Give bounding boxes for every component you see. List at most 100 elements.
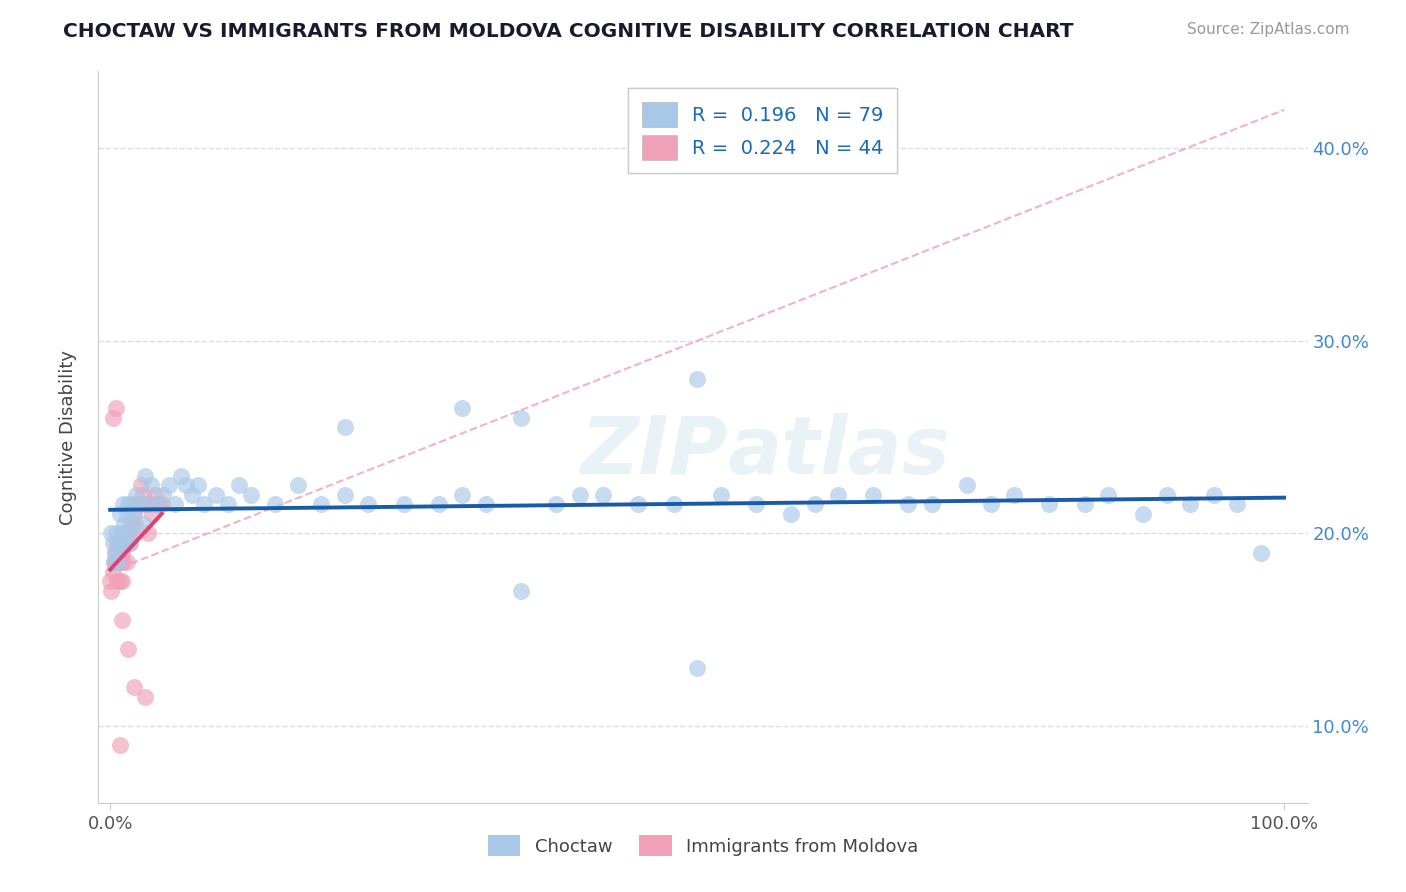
Point [150, 498, 173, 512]
Point [122, 507, 145, 521]
Text: Source: ZipAtlas.com: Source: ZipAtlas.com [1187, 22, 1350, 37]
Point [124, 516, 146, 531]
Point [204, 488, 226, 502]
Point [228, 478, 250, 492]
Point [98, 574, 121, 589]
Point [104, 545, 127, 559]
Point [1226, 498, 1249, 512]
Point [686, 372, 709, 386]
Point [105, 536, 128, 550]
Point [122, 507, 145, 521]
Point [105, 526, 128, 541]
Point [100, 526, 122, 541]
Text: ZIP: ZIP [579, 413, 727, 491]
Point [980, 498, 1002, 512]
Point [921, 498, 943, 512]
Point [108, 574, 131, 589]
Point [1180, 498, 1202, 512]
Point [181, 488, 204, 502]
Legend: Choctaw, Immigrants from Moldova: Choctaw, Immigrants from Moldova [478, 826, 928, 865]
Point [101, 565, 124, 579]
Point [427, 498, 450, 512]
Point [103, 555, 125, 569]
Point [187, 478, 209, 492]
Point [118, 526, 141, 541]
Point [141, 478, 163, 492]
Point [128, 498, 150, 512]
Point [125, 498, 148, 512]
Point [108, 507, 131, 521]
Point [1202, 488, 1225, 502]
Point [745, 498, 768, 512]
Point [108, 536, 131, 550]
Point [1156, 488, 1178, 502]
Point [115, 507, 138, 521]
Point [111, 545, 134, 559]
Point [803, 498, 825, 512]
Point [240, 488, 263, 502]
Point [132, 488, 155, 502]
Point [546, 498, 568, 512]
Point [627, 498, 650, 512]
Point [117, 498, 139, 512]
Point [141, 507, 163, 521]
Point [1250, 545, 1272, 559]
Point [114, 536, 136, 550]
Point [112, 555, 135, 569]
Point [568, 488, 591, 502]
Point [105, 574, 128, 589]
Point [956, 478, 979, 492]
Point [1073, 498, 1095, 512]
Point [115, 555, 138, 569]
Point [132, 516, 155, 531]
Point [1002, 488, 1025, 502]
Point [827, 488, 849, 502]
Point [451, 488, 474, 502]
Point [121, 516, 143, 531]
Point [134, 498, 156, 512]
Point [101, 536, 124, 550]
Point [107, 555, 129, 569]
Point [112, 498, 135, 512]
Point [146, 498, 169, 512]
Text: CHOCTAW VS IMMIGRANTS FROM MOLDOVA COGNITIVE DISABILITY CORRELATION CHART: CHOCTAW VS IMMIGRANTS FROM MOLDOVA COGNI… [63, 22, 1074, 41]
Point [100, 584, 122, 599]
Point [193, 498, 215, 512]
Point [110, 536, 132, 550]
Point [105, 555, 128, 569]
Legend: R =  0.196   N = 79, R =  0.224   N = 44: R = 0.196 N = 79, R = 0.224 N = 44 [628, 88, 897, 173]
Point [136, 526, 159, 541]
Point [475, 498, 498, 512]
Point [592, 488, 614, 502]
Point [105, 536, 128, 550]
Y-axis label: Cognitive Disability: Cognitive Disability [59, 350, 77, 524]
Point [152, 488, 174, 502]
Point [333, 420, 356, 434]
Point [143, 488, 166, 502]
Point [110, 555, 132, 569]
Point [103, 555, 125, 569]
Point [686, 661, 709, 675]
Point [163, 498, 186, 512]
Point [112, 516, 135, 531]
Point [311, 498, 333, 512]
Point [392, 498, 415, 512]
Point [134, 468, 156, 483]
Point [120, 498, 142, 512]
Point [333, 488, 356, 502]
Point [120, 536, 142, 550]
Point [217, 498, 239, 512]
Point [780, 507, 803, 521]
Point [117, 536, 139, 550]
Point [176, 478, 198, 492]
Point [897, 498, 920, 512]
Point [117, 641, 139, 656]
Point [357, 498, 380, 512]
Point [111, 526, 134, 541]
Point [122, 681, 145, 695]
Point [710, 488, 733, 502]
Point [263, 498, 285, 512]
Point [105, 401, 128, 416]
Point [120, 536, 142, 550]
Point [662, 498, 685, 512]
